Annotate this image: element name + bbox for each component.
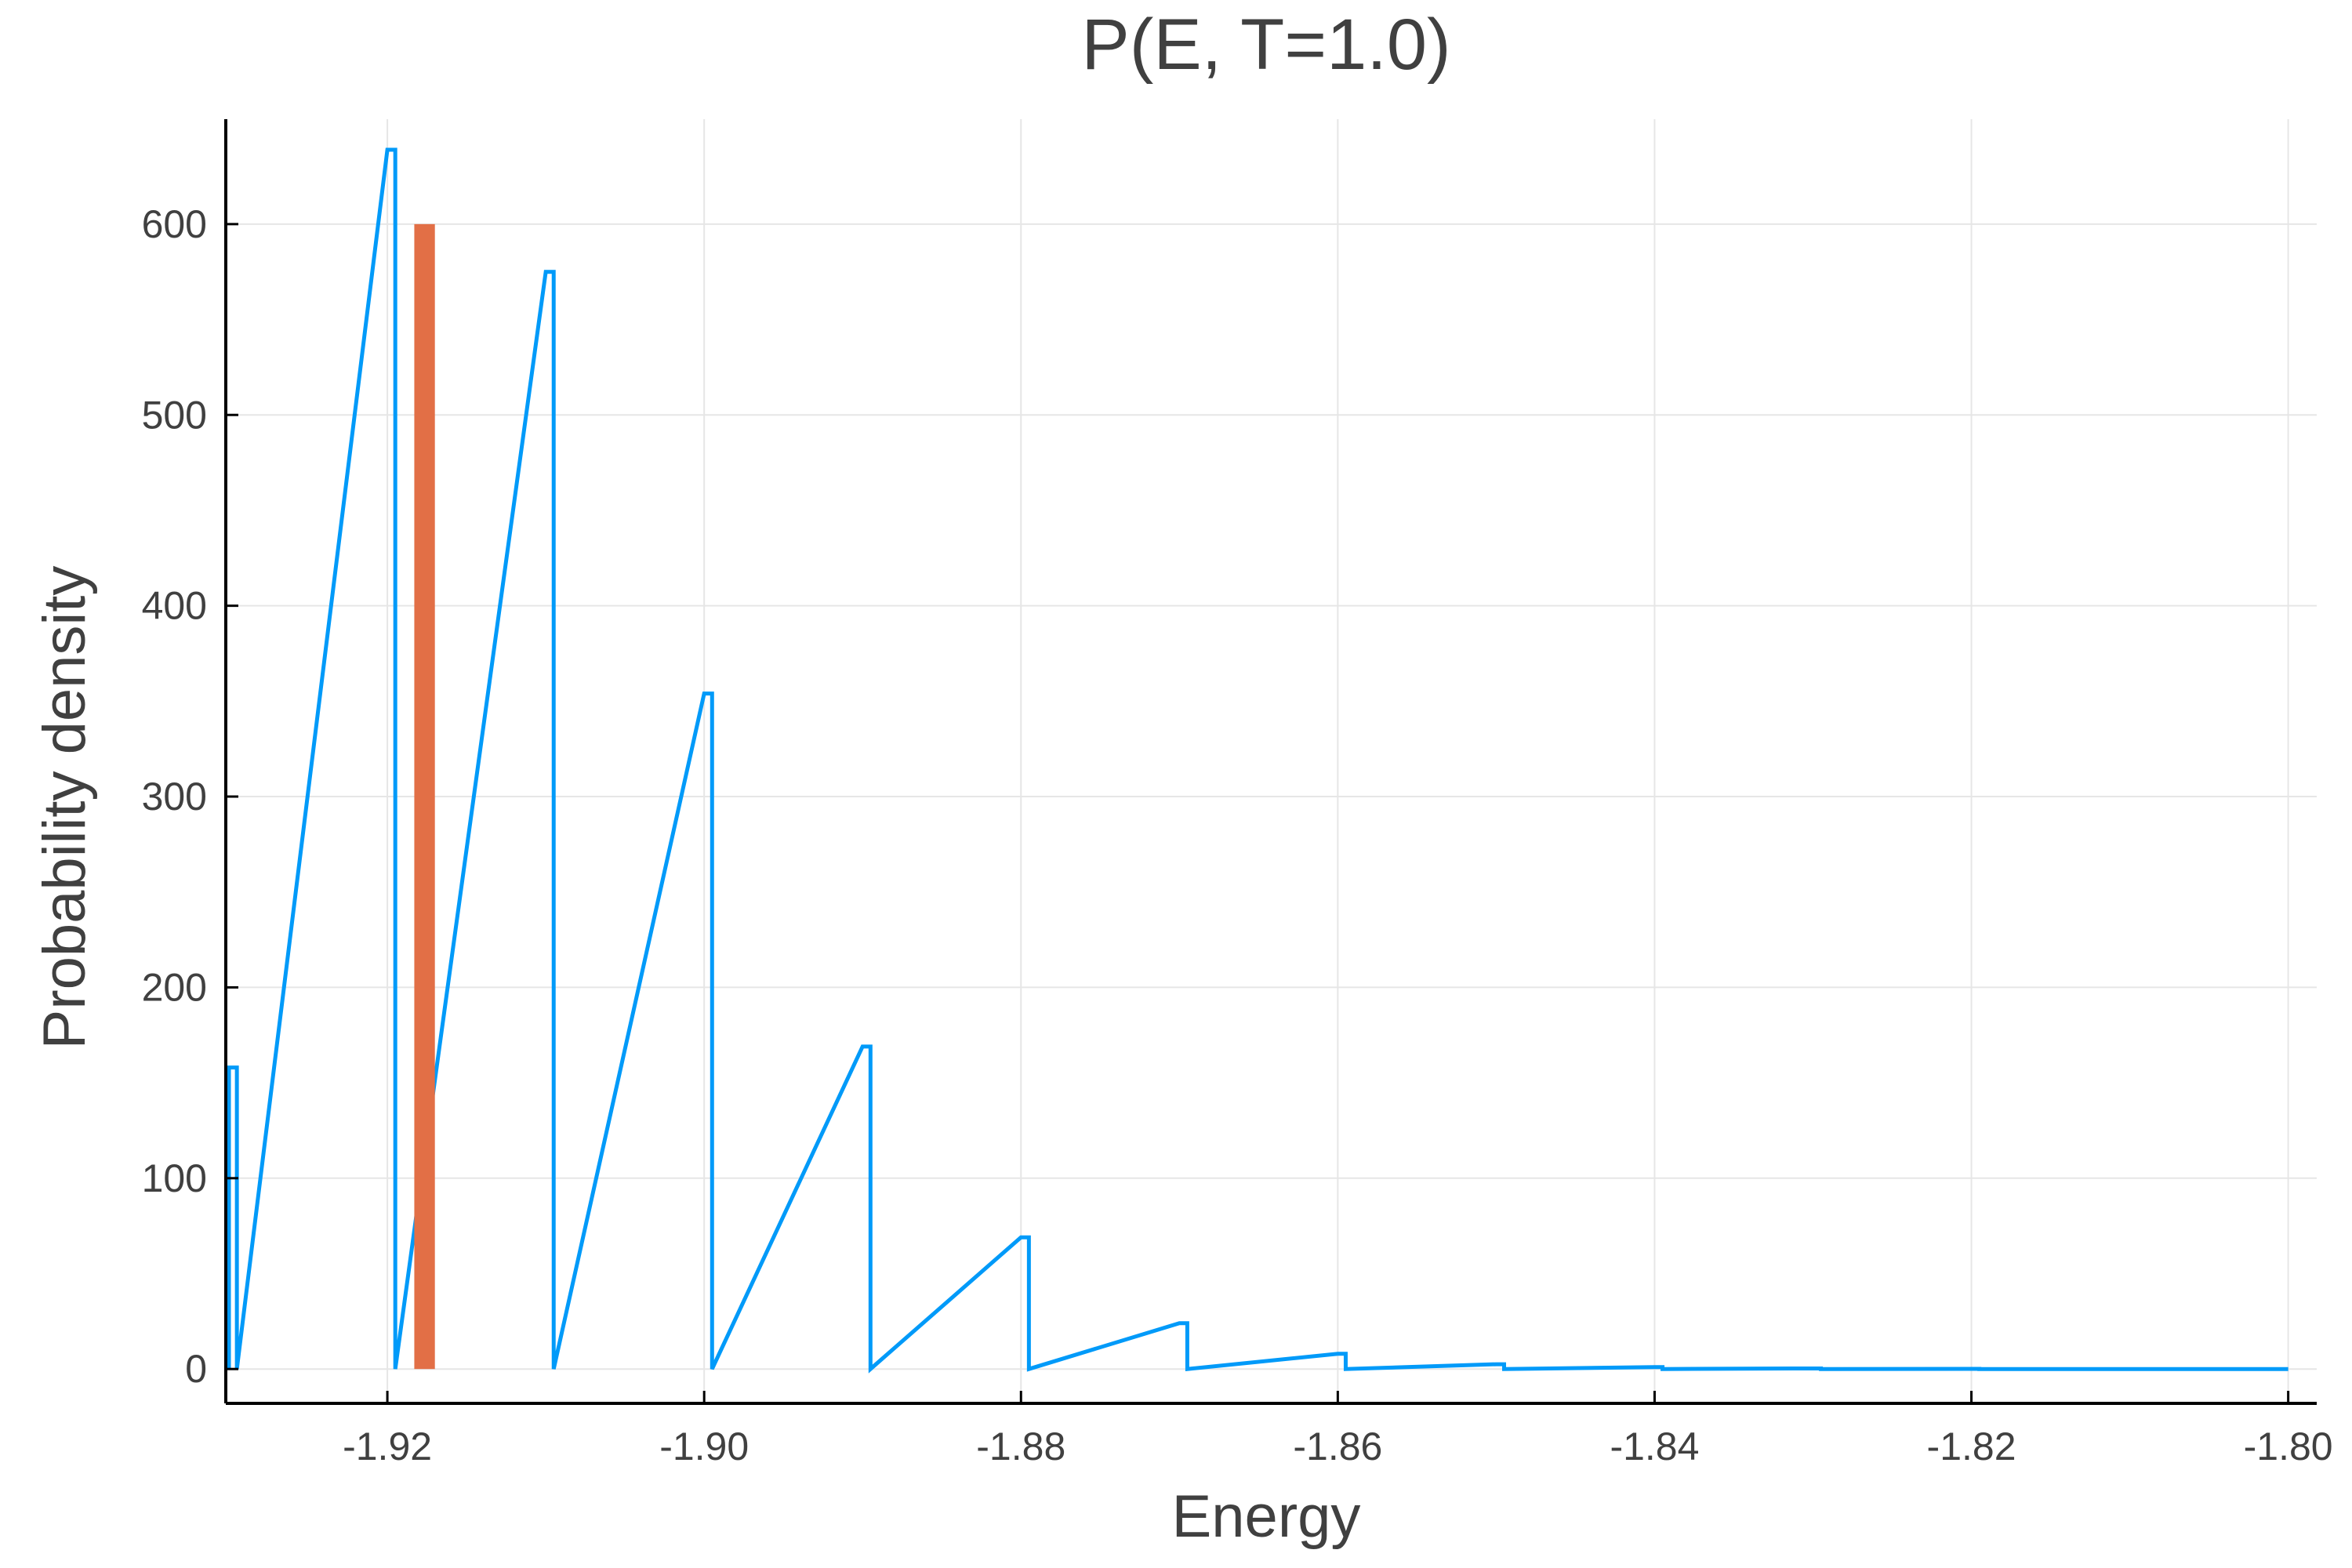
- y-tick-label: 0: [185, 1347, 207, 1391]
- x-tick-label: -1.92: [343, 1425, 432, 1468]
- histogram-step-series: [227, 147, 2288, 1374]
- x-tick-label: -1.80: [2244, 1425, 2333, 1468]
- x-tick-label: -1.90: [659, 1425, 749, 1468]
- plot-series: [227, 147, 2288, 1374]
- y-tick-label: 200: [142, 965, 207, 1009]
- x-axis-label: Energy: [1172, 1483, 1361, 1550]
- highlight-bar: [414, 223, 435, 1370]
- y-tick-label: 400: [142, 584, 207, 628]
- chart-title: P(E, T=1.0): [1081, 5, 1450, 85]
- y-tick-label: 600: [142, 202, 207, 246]
- y-tick-label: 100: [142, 1156, 207, 1200]
- axes: [224, 119, 2317, 1405]
- x-tick-label: -1.86: [1293, 1425, 1382, 1468]
- tick-labels: -1.92 -1.90 -1.88 -1.86 -1.84 -1.82 -1.80 0 100 2…: [142, 202, 2333, 1468]
- x-tick-label: -1.88: [976, 1425, 1065, 1468]
- y-axis-label: Probability density: [31, 566, 98, 1050]
- y-tick-label: 300: [142, 775, 207, 818]
- grid: [226, 119, 2317, 1403]
- y-tick-label: 500: [142, 393, 207, 437]
- x-tick-label: -1.82: [1927, 1425, 2016, 1468]
- x-tick-label: -1.84: [1610, 1425, 1699, 1468]
